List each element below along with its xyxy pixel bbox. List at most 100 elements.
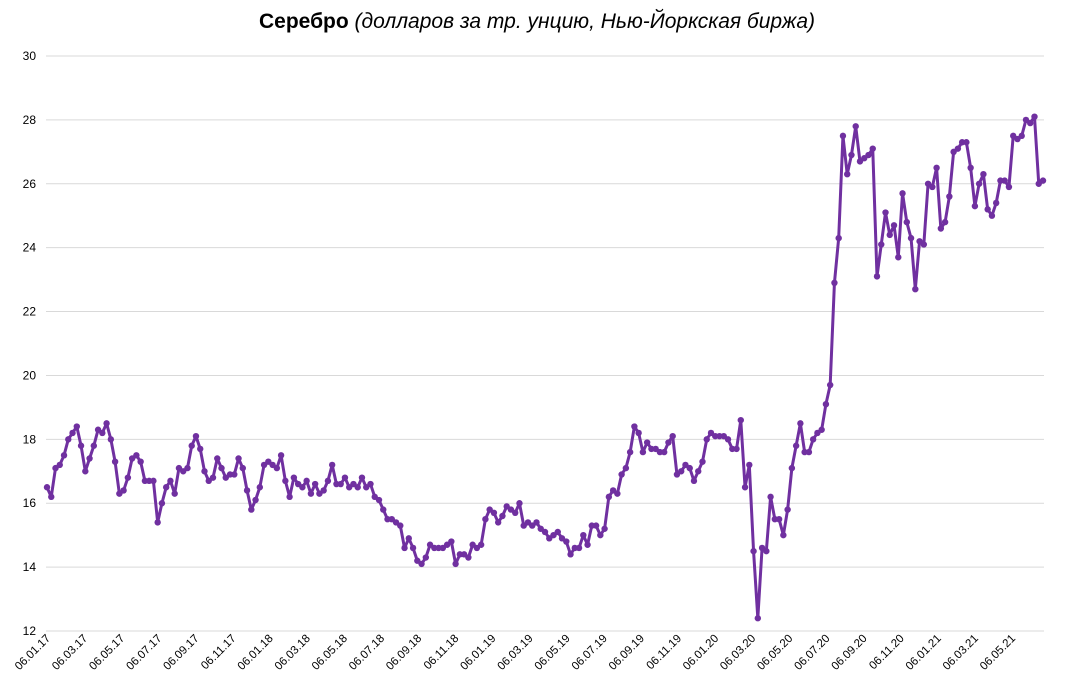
- gridlines: [46, 55, 1044, 632]
- x-tick-label: 06.11.20: [867, 633, 907, 673]
- x-tick-label: 06.11.17: [199, 633, 239, 673]
- data-point: [912, 285, 919, 293]
- x-tick-label: 06.03.18: [273, 633, 313, 673]
- y-tick-label: 28: [23, 113, 37, 127]
- data-point: [754, 615, 762, 622]
- data-point: [822, 400, 830, 408]
- data-point: [277, 452, 285, 459]
- data-point: [286, 493, 293, 501]
- x-tick-label: 06.09.20: [830, 633, 870, 673]
- data-point: [124, 474, 132, 481]
- data-point: [797, 420, 804, 427]
- data-point: [192, 432, 200, 440]
- data-point: [99, 429, 106, 437]
- data-point: [448, 538, 455, 545]
- data-point: [686, 464, 693, 472]
- data-point: [580, 531, 587, 539]
- data-point: [895, 254, 902, 261]
- data-point: [290, 474, 298, 481]
- data-point: [65, 436, 72, 443]
- data-point: [937, 225, 945, 232]
- data-points: [43, 113, 1047, 622]
- data-point: [665, 439, 672, 446]
- data-point: [533, 519, 540, 526]
- x-tick-label: 06.05.19: [533, 633, 573, 673]
- y-tick-label: 30: [23, 49, 37, 63]
- data-point: [890, 222, 898, 229]
- data-point: [541, 528, 549, 536]
- y-tick-label: 18: [23, 432, 37, 446]
- data-point: [941, 218, 949, 226]
- data-point: [601, 525, 608, 532]
- chart-title-main: Серебро: [259, 10, 349, 33]
- data-point: [878, 241, 885, 248]
- data-point: [328, 461, 336, 469]
- data-point: [899, 190, 906, 197]
- data-point: [605, 493, 613, 501]
- data-point: [477, 541, 485, 548]
- x-tick-label: 06.07.18: [347, 633, 387, 673]
- data-point: [767, 493, 774, 501]
- data-point: [354, 484, 361, 491]
- data-point: [614, 490, 621, 497]
- data-point: [150, 477, 157, 485]
- y-axis-ticks: 12 14 16 18 20 22 24 26 28 30: [23, 49, 37, 638]
- data-point: [903, 218, 910, 226]
- x-axis-ticks: 06.01.1706.03.1706.05.1706.07.1706.09.17…: [13, 633, 1018, 673]
- data-point: [197, 445, 204, 453]
- data-point: [907, 234, 915, 242]
- data-point: [499, 512, 506, 520]
- data-point: [631, 423, 638, 430]
- data-point: [703, 436, 710, 443]
- data-point: [320, 487, 327, 494]
- data-point: [988, 212, 996, 219]
- data-point: [69, 429, 76, 437]
- data-point: [307, 490, 315, 497]
- x-tick-label: 06.07.19: [570, 633, 610, 673]
- data-point: [971, 202, 979, 210]
- data-point: [618, 471, 625, 478]
- data-point: [214, 455, 221, 462]
- data-point: [980, 170, 987, 178]
- data-point: [865, 151, 872, 159]
- data-point: [184, 464, 191, 472]
- x-tick-label: 06.03.17: [50, 633, 90, 673]
- x-tick-label: 06.07.17: [124, 633, 164, 673]
- data-point: [963, 139, 970, 146]
- data-point: [239, 464, 246, 472]
- data-point: [43, 484, 51, 491]
- x-tick-label: 06.07.20: [792, 633, 832, 673]
- data-point: [337, 480, 344, 488]
- data-point: [235, 455, 242, 462]
- data-point: [920, 241, 928, 248]
- data-point: [933, 164, 940, 172]
- data-point: [741, 484, 749, 491]
- data-point: [575, 544, 583, 552]
- data-point: [465, 554, 472, 561]
- y-tick-label: 26: [23, 177, 37, 191]
- data-point: [494, 519, 502, 526]
- chart-title: Серебро (долларов за тр. унцию, Нью-Йорк…: [0, 10, 1074, 34]
- data-point: [77, 442, 85, 449]
- y-tick-label: 22: [23, 305, 37, 319]
- data-point: [669, 432, 676, 440]
- data-point: [639, 448, 647, 456]
- data-point: [809, 436, 817, 443]
- data-point: [282, 477, 289, 485]
- x-tick-label: 06.01.21: [904, 633, 944, 673]
- data-point: [699, 458, 706, 465]
- x-tick-label: 06.01.17: [13, 633, 53, 673]
- data-point: [626, 448, 634, 456]
- x-tick-label: 06.01.20: [681, 633, 721, 673]
- data-point: [869, 145, 876, 152]
- data-point: [401, 544, 408, 552]
- data-point: [1001, 177, 1008, 184]
- data-point: [171, 490, 178, 497]
- data-point: [1027, 119, 1034, 127]
- data-point: [984, 206, 991, 213]
- data-point: [490, 509, 498, 517]
- data-point: [788, 464, 796, 472]
- data-point: [946, 193, 953, 200]
- x-tick-label: 06.09.18: [384, 633, 424, 673]
